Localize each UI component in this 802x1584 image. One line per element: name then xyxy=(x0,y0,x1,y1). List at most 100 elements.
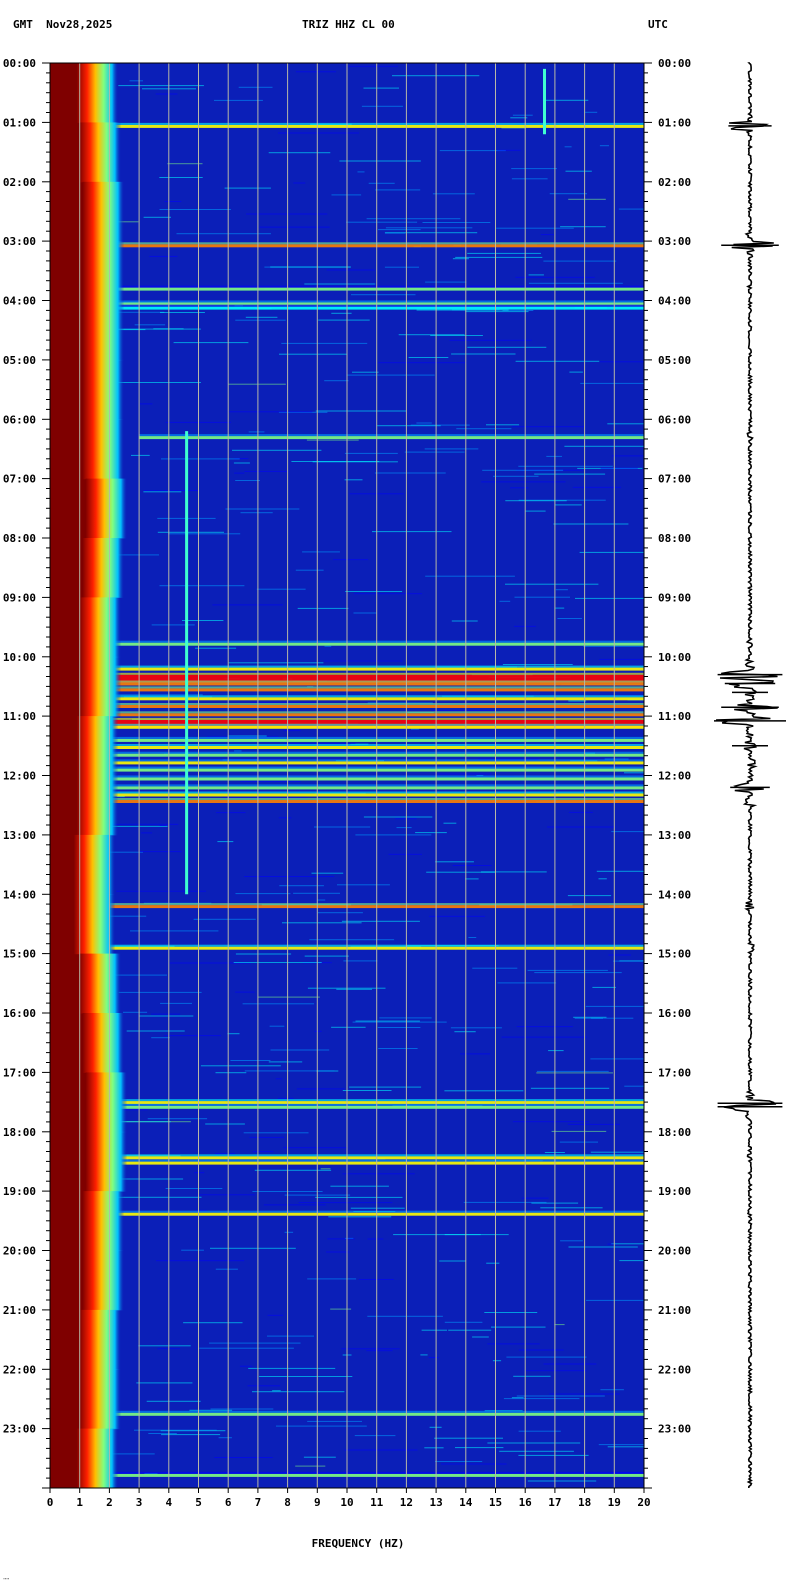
noise-streak xyxy=(131,454,150,456)
noise-streak xyxy=(599,145,609,147)
noise-streak xyxy=(385,227,473,229)
event-band xyxy=(79,674,644,683)
noise-streak xyxy=(420,1354,428,1356)
event-band xyxy=(79,753,644,757)
noise-streak xyxy=(215,1268,238,1270)
noise-streak xyxy=(549,193,587,195)
noise-streak xyxy=(130,930,219,932)
noise-streak xyxy=(311,872,344,874)
noise-streak xyxy=(342,1173,415,1175)
noise-streak xyxy=(228,411,313,413)
noise-streak xyxy=(422,222,491,223)
noise-streak xyxy=(613,960,643,962)
noise-streak xyxy=(503,1398,580,1400)
y-tick-label-right: 20:00 xyxy=(658,1245,691,1258)
edge-gradient-band xyxy=(76,63,119,123)
x-tick-label: 15 xyxy=(489,1496,502,1509)
noise-streak xyxy=(314,826,371,828)
y-tick-label-left: 11:00 xyxy=(3,710,36,723)
noise-streak xyxy=(346,374,435,376)
edge-gradient-band xyxy=(73,894,116,955)
noise-streak xyxy=(385,232,406,234)
noise-streak xyxy=(341,1348,400,1350)
noise-streak xyxy=(315,410,406,412)
noise-streak xyxy=(348,65,398,67)
noise-streak xyxy=(234,472,245,474)
edge-gradient-band xyxy=(82,300,125,361)
noise-streak xyxy=(618,208,644,210)
noise-streak xyxy=(355,834,432,836)
y-tick-label-left: 17:00 xyxy=(3,1066,36,1079)
noise-streak xyxy=(270,266,351,268)
edge-gradient-band xyxy=(82,181,125,242)
noise-streak xyxy=(441,1463,507,1465)
noise-streak xyxy=(377,1027,421,1028)
noise-streak xyxy=(317,912,363,914)
noise-streak xyxy=(111,694,203,696)
noise-streak xyxy=(337,884,390,886)
event-band xyxy=(79,1473,644,1477)
noise-streak xyxy=(410,424,470,426)
event-band xyxy=(85,302,644,306)
noise-streak xyxy=(506,1356,587,1358)
noise-streak xyxy=(326,1251,350,1253)
noise-streak xyxy=(604,758,629,760)
noise-streak xyxy=(428,1357,439,1358)
noise-streak xyxy=(225,508,300,510)
noise-streak xyxy=(455,256,543,258)
noise-streak xyxy=(263,1204,326,1206)
event-halo xyxy=(79,711,644,714)
event-halo xyxy=(94,122,644,125)
edge-gradient-band xyxy=(82,1191,125,1251)
noise-streak xyxy=(430,335,483,336)
noise-streak xyxy=(375,189,421,191)
noise-streak xyxy=(492,1360,502,1362)
noise-streak xyxy=(168,533,241,535)
noise-streak xyxy=(243,1132,309,1134)
noise-streak xyxy=(227,1033,240,1035)
noise-streak xyxy=(245,316,278,318)
event-band xyxy=(79,738,644,742)
noise-streak xyxy=(554,1324,565,1326)
event-halo xyxy=(79,903,644,906)
noise-streak xyxy=(521,1197,549,1199)
noise-streak xyxy=(357,171,365,173)
noise-streak xyxy=(108,915,147,917)
y-tick-label-right: 10:00 xyxy=(658,651,691,664)
noise-streak xyxy=(165,1188,223,1189)
noise-streak xyxy=(439,150,506,152)
noise-streak xyxy=(574,1017,603,1019)
y-tick-label-left: 09:00 xyxy=(3,591,36,604)
noise-streak xyxy=(543,1363,597,1365)
noise-streak xyxy=(151,624,195,626)
noise-streak xyxy=(143,491,182,493)
noise-streak xyxy=(472,967,518,969)
noise-streak xyxy=(209,1342,301,1344)
noise-streak xyxy=(600,1389,624,1391)
seismogram-line xyxy=(715,62,778,1489)
event-halo xyxy=(79,680,644,683)
y-tick-label-right: 08:00 xyxy=(658,532,691,545)
noise-streak xyxy=(415,832,447,834)
y-tick-label-left: 14:00 xyxy=(3,888,36,901)
y-tick-label-right: 19:00 xyxy=(658,1185,691,1198)
noise-streak xyxy=(160,312,205,313)
noise-streak xyxy=(598,878,607,880)
noise-streak xyxy=(491,1326,546,1328)
noise-streak xyxy=(244,1070,335,1072)
x-tick-label: 10 xyxy=(340,1496,353,1509)
noise-streak xyxy=(580,382,644,384)
event-band xyxy=(79,688,644,692)
noise-streak xyxy=(148,1433,177,1434)
x-axis-label: FREQUENCY (HZ) xyxy=(312,1537,405,1550)
noise-streak xyxy=(349,1086,422,1088)
edge-gradient-band xyxy=(79,597,122,658)
noise-streak xyxy=(181,1249,204,1251)
noise-streak xyxy=(169,962,251,964)
event-halo xyxy=(79,751,644,754)
noise-streak xyxy=(518,1349,564,1351)
header-timezone: UTC xyxy=(648,18,668,31)
noise-streak xyxy=(377,425,441,427)
noise-streak xyxy=(159,825,167,826)
seismogram-trace xyxy=(714,62,786,1489)
